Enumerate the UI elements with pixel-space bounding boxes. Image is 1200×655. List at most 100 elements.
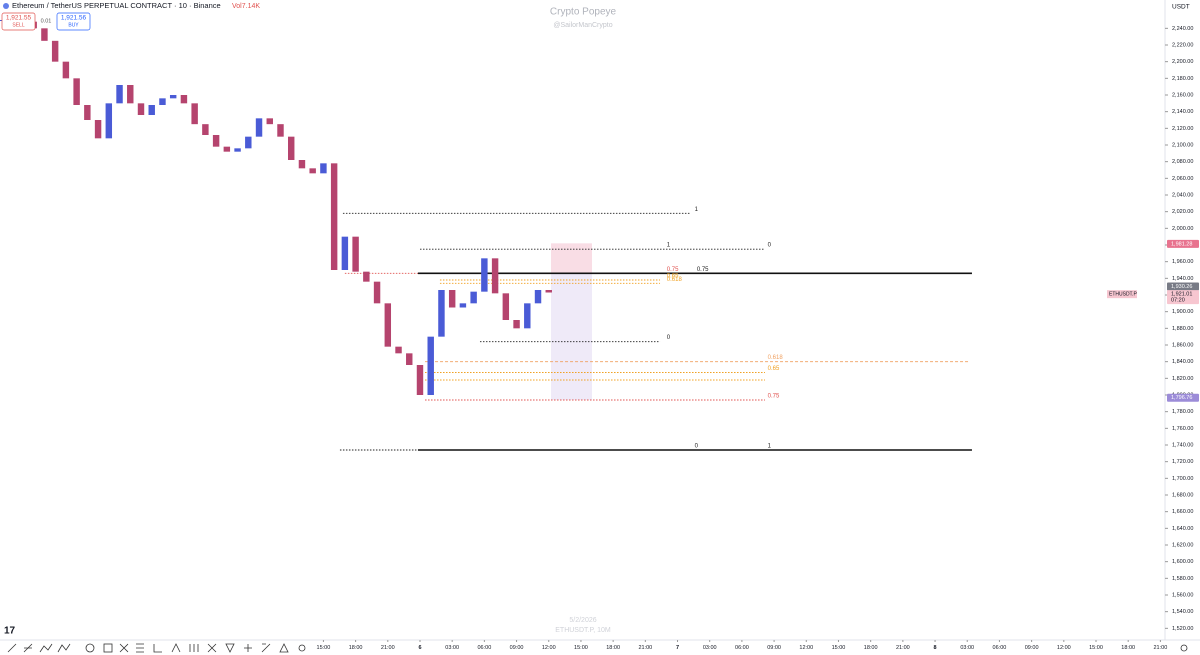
tool-icon[interactable] [85, 643, 95, 653]
y-tick-label: 1,900.00 [1172, 309, 1193, 315]
candle [363, 271, 370, 282]
x-tick-label: 03:00 [445, 645, 459, 651]
y-tick-label: 1,660.00 [1172, 509, 1193, 515]
y-tick-label: 1,780.00 [1172, 409, 1193, 415]
tool-icon[interactable] [57, 643, 71, 653]
candle [41, 28, 48, 41]
x-tick-label: 09:00 [767, 645, 781, 651]
fib-label: 1 [667, 243, 671, 249]
watermark-handle: @SailorManCrypto [553, 22, 612, 29]
tool-icon[interactable] [103, 643, 113, 653]
currency[interactable]: USDT [1172, 4, 1190, 11]
candle [298, 160, 306, 169]
y-tick-label: 1,720.00 [1172, 459, 1193, 465]
tool-icon[interactable] [119, 643, 129, 653]
y-tick-label: 1,740.00 [1172, 442, 1193, 448]
y-tick-label: 1,700.00 [1172, 476, 1193, 482]
candle [169, 95, 177, 99]
x-tick-label: 6 [418, 645, 421, 651]
candle [191, 103, 198, 125]
sell-button[interactable] [1, 12, 36, 31]
candle [245, 136, 252, 149]
drawing-toolbar [7, 643, 1188, 653]
y-tick-label: 1,820.00 [1172, 376, 1193, 382]
buy-button[interactable] [56, 12, 91, 31]
y-tick-label: 2,240.00 [1172, 26, 1193, 32]
x-tick-label: 18:00 [864, 645, 878, 651]
tool-icon[interactable] [7, 643, 17, 653]
tool-icon[interactable] [279, 643, 289, 653]
y-tick-label: 2,160.00 [1172, 92, 1193, 98]
y-tick-label: 1,640.00 [1172, 526, 1193, 532]
price-tag [1167, 290, 1199, 305]
fib-label: 0.65 [768, 366, 780, 372]
tool-icon[interactable] [244, 644, 252, 652]
candle [352, 236, 359, 272]
x-tick-label: 21:00 [381, 645, 395, 651]
candle [502, 293, 510, 320]
fib-label: 1 [695, 207, 699, 213]
tool-icon[interactable] [153, 644, 162, 653]
price-tag [1167, 239, 1199, 248]
tool-icon[interactable] [23, 643, 33, 653]
tool-icon[interactable] [261, 643, 271, 653]
fib-label: 0.618 [768, 355, 784, 361]
x-tick-label: 09:00 [510, 645, 524, 651]
x-tick-label: 18:00 [1121, 645, 1135, 651]
x-tick-label: 12:00 [799, 645, 813, 651]
time-axis [0, 640, 1200, 655]
candle [266, 118, 273, 125]
candle [137, 103, 145, 115]
tool-icon[interactable] [136, 643, 144, 653]
candle [330, 163, 338, 270]
settings-icon[interactable] [1180, 644, 1188, 652]
fib-label: 0.75 [768, 394, 780, 400]
y-tick-label: 1,940.00 [1172, 276, 1193, 282]
watermark-symbol: ETHUSDT.P, 10M [555, 627, 611, 634]
x-tick-label: 18:00 [606, 645, 620, 651]
candle [395, 346, 402, 354]
price-axis [1165, 0, 1200, 655]
x-tick-label: 15:00 [832, 645, 846, 651]
logo[interactable]: 17 [4, 626, 16, 637]
zone [551, 273, 592, 400]
candle [127, 85, 134, 104]
candle [51, 40, 59, 62]
fib-label: 0 [695, 444, 699, 450]
candle [524, 303, 531, 329]
zone [551, 243, 592, 274]
tool-icon[interactable] [171, 643, 181, 653]
candle [223, 146, 231, 152]
candle [277, 124, 284, 137]
price-tag [1167, 393, 1199, 402]
y-tick-label: 2,000.00 [1172, 226, 1193, 232]
candle [288, 136, 295, 160]
candle [470, 291, 477, 304]
x-tick-label: 18:00 [349, 645, 363, 651]
tool-icon[interactable] [39, 643, 53, 653]
price-tag-label: 1,796.76 [1171, 395, 1192, 401]
symbol-title[interactable]: Ethereum / TetherUS PERPETUAL CONTRACT ·… [12, 1, 221, 10]
tool-icon[interactable] [298, 644, 306, 652]
buy-label: BUY [68, 22, 79, 28]
y-tick-label: 2,180.00 [1172, 76, 1193, 82]
x-tick-label: 06:00 [993, 645, 1007, 651]
candle [438, 290, 445, 337]
tool-icon[interactable] [207, 643, 217, 653]
price-tag-label: 1,981.28 [1171, 241, 1192, 247]
fib-label: 0.618 [667, 277, 683, 283]
y-tick-label: 2,200.00 [1172, 59, 1193, 65]
tool-icon[interactable] [189, 644, 199, 652]
candle [255, 118, 263, 137]
y-tick-label: 1,840.00 [1172, 359, 1193, 365]
candle [416, 365, 424, 395]
candle [159, 98, 166, 105]
candle [448, 290, 456, 308]
symbol-icon [3, 3, 9, 9]
spread: 0.01 [41, 18, 52, 24]
candle [234, 148, 241, 152]
x-tick-label: 21:00 [638, 645, 652, 651]
x-tick-label: 09:00 [1025, 645, 1039, 651]
tool-icon[interactable] [225, 643, 235, 653]
